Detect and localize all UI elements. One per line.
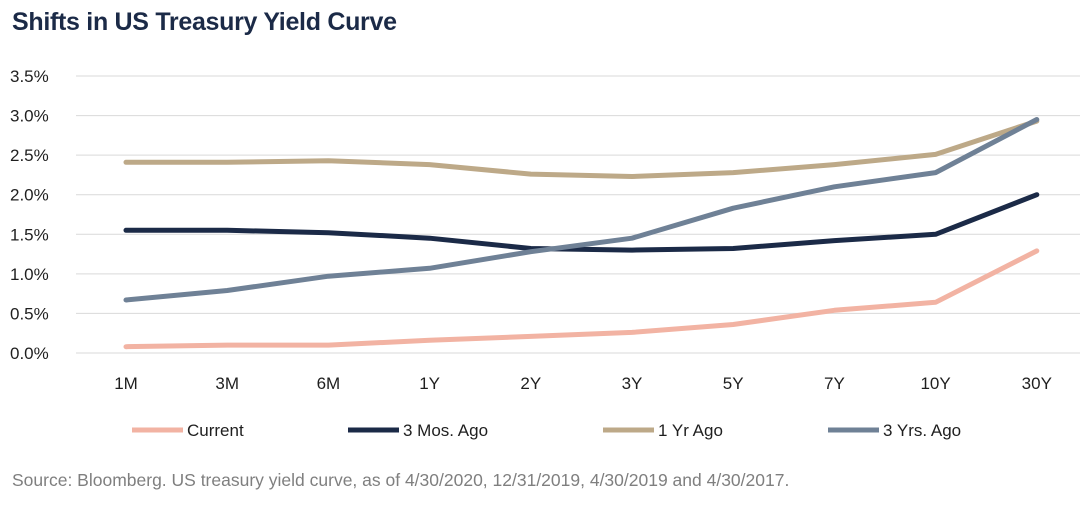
x-tick-label: 6M [317, 374, 341, 393]
series-line-1 [123, 192, 1040, 253]
y-axis-ticks: 0.0% 0.5% 1.0% 1.5% 2.0% 2.5% 3.0% 3.5% [10, 67, 49, 363]
x-tick-label: 30Y [1022, 374, 1052, 393]
y-tick-label: 1.5% [10, 225, 49, 244]
series-line-2 [123, 118, 1040, 179]
x-tick-label: 2Y [520, 374, 541, 393]
x-tick-label: 3M [215, 374, 239, 393]
x-tick-label: 1M [114, 374, 138, 393]
y-tick-label: 0.5% [10, 304, 49, 323]
series-lines [123, 117, 1040, 350]
series-line-0 [123, 248, 1040, 350]
source-note: Source: Bloomberg. US treasury yield cur… [12, 470, 790, 490]
y-tick-label: 3.0% [10, 107, 49, 126]
chart-title: Shifts in US Treasury Yield Curve [12, 8, 397, 36]
y-tick-label: 2.5% [10, 146, 49, 165]
legend: Current 3 Mos. Ago 1 Yr Ago 3 Yrs. Ago [132, 421, 961, 440]
y-tick-label: 0.0% [10, 344, 49, 363]
series-line-3 [123, 117, 1040, 303]
legend-label: 1 Yr Ago [658, 421, 723, 440]
y-tick-label: 1.0% [10, 265, 49, 284]
legend-label: 3 Mos. Ago [403, 421, 488, 440]
x-tick-label: 3Y [622, 374, 643, 393]
x-tick-label: 10Y [920, 374, 950, 393]
y-tick-label: 2.0% [10, 186, 49, 205]
x-axis-ticks: 1M 3M 6M 1Y 2Y 3Y 5Y 7Y 10Y 30Y [114, 374, 1052, 393]
x-tick-label: 7Y [824, 374, 845, 393]
gridlines [76, 75, 1080, 354]
legend-label: 3 Yrs. Ago [883, 421, 961, 440]
x-tick-label: 1Y [419, 374, 440, 393]
legend-label: Current [187, 421, 244, 440]
x-tick-label: 5Y [723, 374, 744, 393]
y-tick-label: 3.5% [10, 67, 49, 86]
